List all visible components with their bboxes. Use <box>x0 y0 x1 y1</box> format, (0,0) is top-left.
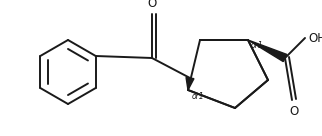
Text: or1: or1 <box>251 41 264 50</box>
Text: or1: or1 <box>192 92 204 101</box>
Text: O: O <box>289 105 298 118</box>
Polygon shape <box>186 77 194 90</box>
Text: O: O <box>147 0 156 10</box>
Text: OH: OH <box>308 32 322 44</box>
Polygon shape <box>248 40 287 62</box>
